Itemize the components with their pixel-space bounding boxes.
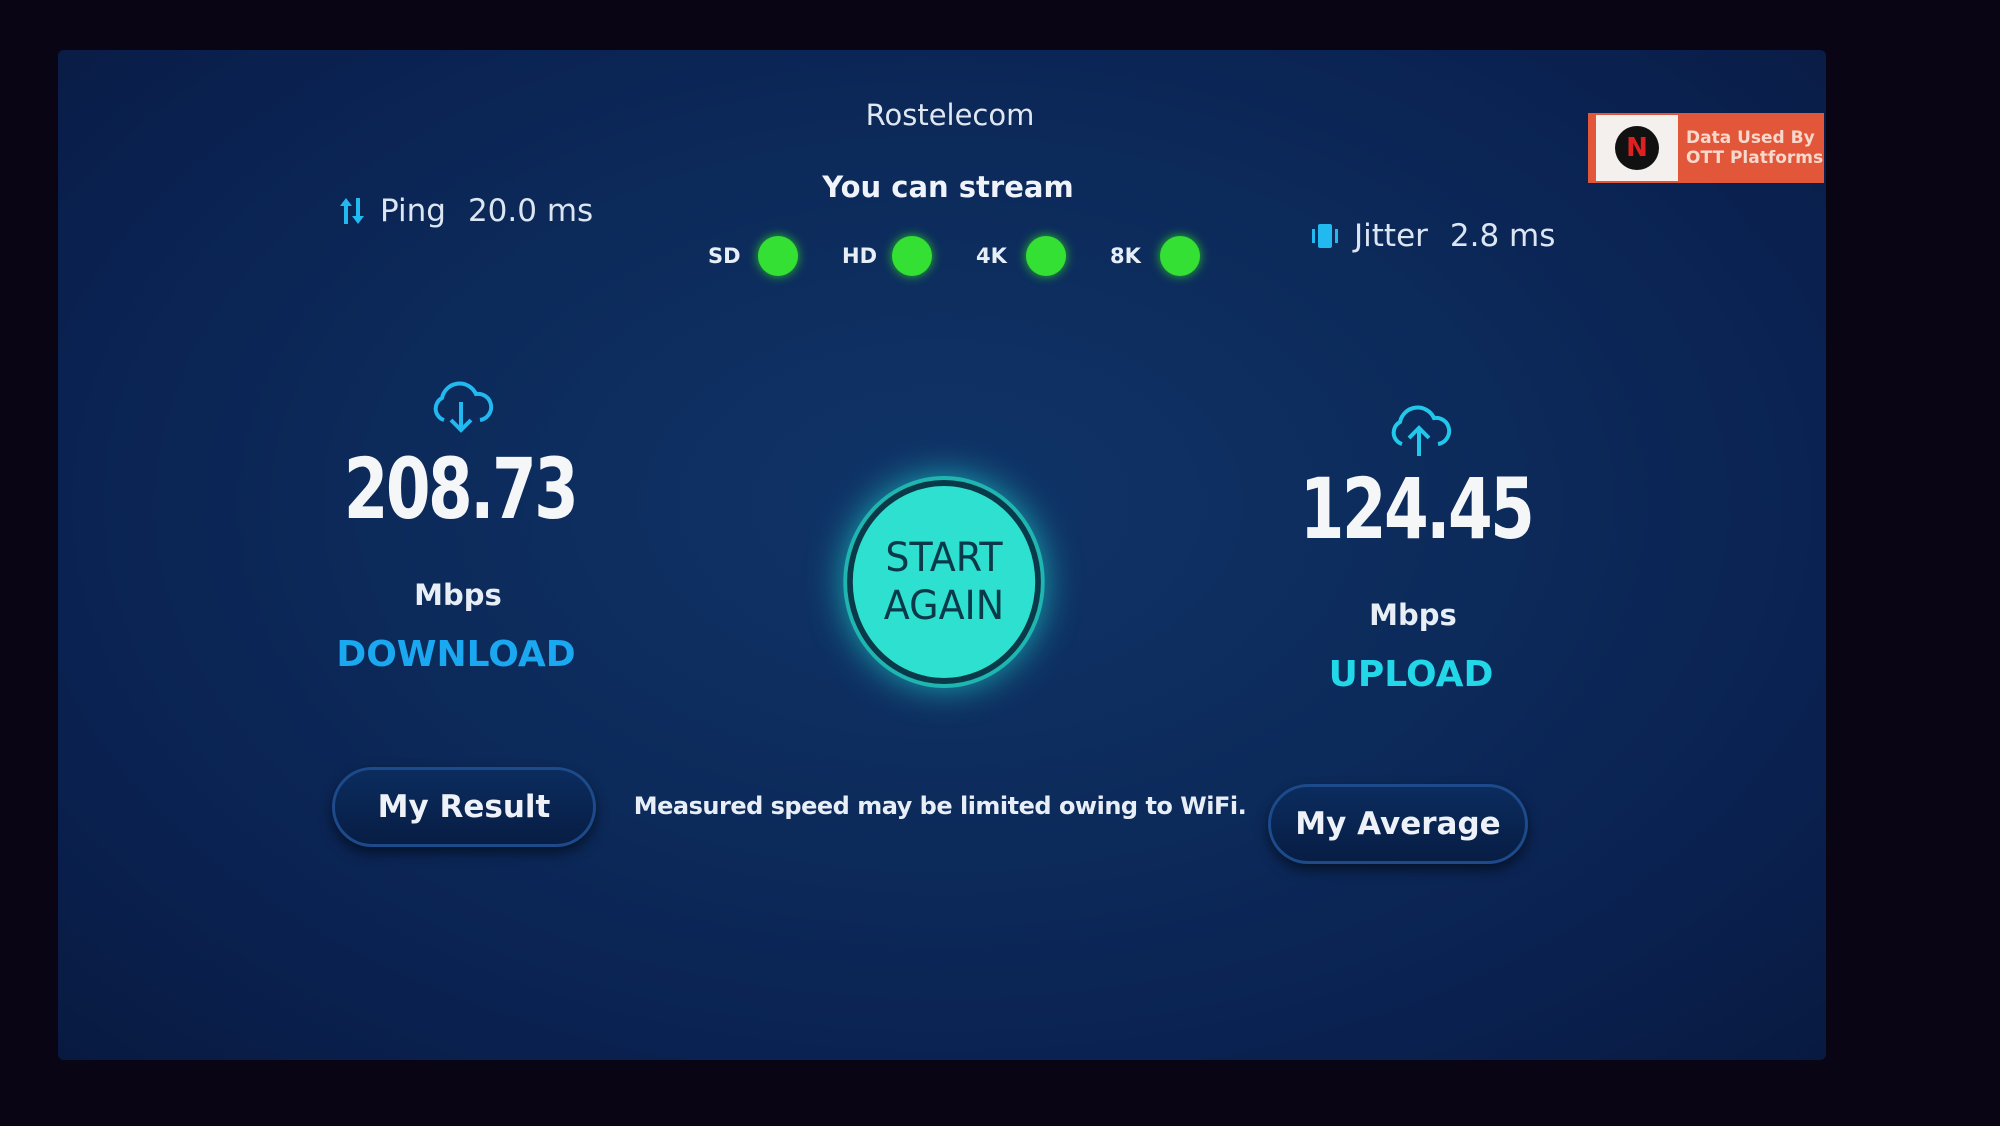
badge-line1: Data Used By (1686, 128, 1815, 148)
wifi-limit-note: Measured speed may be limited owing to W… (633, 792, 1247, 820)
quality-label-8k: 8K (1110, 244, 1141, 268)
stream-title: You can stream (822, 170, 1074, 204)
start-again-line2: AGAIN (883, 583, 1005, 629)
cloud-download-icon (433, 381, 494, 433)
download-unit: Mbps (414, 578, 502, 612)
quality-label-hd: HD (842, 244, 878, 268)
vibration-icon (1312, 224, 1338, 248)
ping-label: Ping (380, 193, 446, 229)
stream-quality-row: SD HD 4K 8K (708, 236, 1200, 276)
quality-dot-4k (1026, 236, 1066, 276)
netflix-icon: N (1615, 126, 1659, 170)
jitter-metric: Jitter 2.8 ms (1310, 218, 1555, 254)
badge-line2: OTT Platforms (1686, 148, 1824, 168)
ping-metric: Ping 20.0 ms (338, 193, 593, 229)
quality-dot-8k (1160, 236, 1200, 276)
quality-dot-hd (892, 236, 932, 276)
upload-label: UPLOAD (1328, 654, 1494, 695)
quality-label-4k: 4K (976, 244, 1007, 268)
download-label: DOWNLOAD (336, 634, 576, 675)
quality-dot-sd (758, 236, 798, 276)
download-speed-value: 208.73 (343, 440, 579, 538)
upload-speed-value: 124.45 (1299, 460, 1535, 558)
quality-label-sd: SD (708, 244, 741, 268)
my-result-button[interactable]: My Result (332, 767, 596, 847)
start-again-button[interactable]: START AGAIN (847, 480, 1041, 684)
provider-name: Rostelecom (865, 98, 1035, 132)
netflix-logo: N (1596, 115, 1678, 181)
ott-data-badge[interactable]: N Data Used By OTT Platforms (1588, 113, 1824, 183)
cloud-upload-icon (1391, 405, 1452, 456)
jitter-value: 2.8 ms (1449, 218, 1556, 254)
up-down-arrows-icon (340, 198, 364, 224)
ping-value: 20.0 ms (467, 193, 594, 229)
my-average-button[interactable]: My Average (1268, 784, 1528, 864)
jitter-label: Jitter (1354, 218, 1428, 254)
upload-unit: Mbps (1369, 598, 1457, 632)
start-again-line1: START (885, 535, 1003, 581)
